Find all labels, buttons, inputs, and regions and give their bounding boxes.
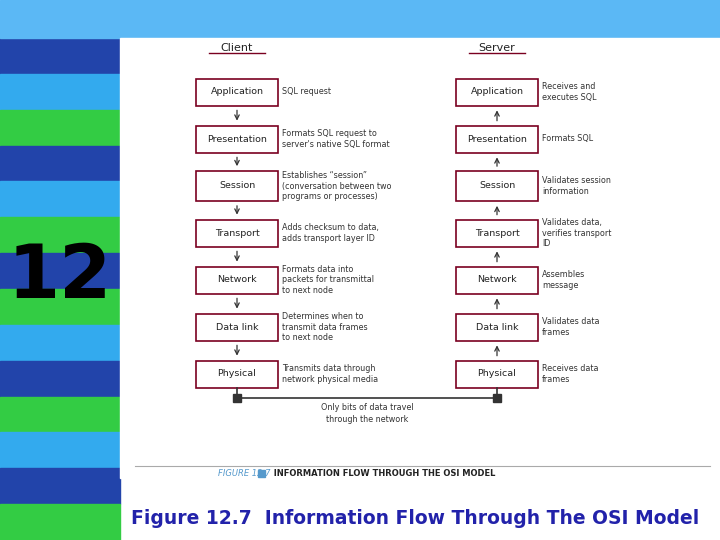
Text: FIGURE 12.7: FIGURE 12.7 [218, 469, 271, 477]
FancyBboxPatch shape [196, 219, 278, 246]
Bar [493, 394, 501, 402]
Bar [0, 181, 120, 217]
Text: SQL request: SQL request [282, 87, 331, 97]
FancyBboxPatch shape [456, 219, 538, 246]
Text: Adds checksum to data,
adds transport layer ID: Adds checksum to data, adds transport la… [282, 223, 379, 243]
FancyBboxPatch shape [456, 78, 538, 105]
Bar [0, 110, 120, 146]
Text: Data link: Data link [216, 322, 258, 332]
Bar [0, 0, 720, 38]
Text: Transport: Transport [215, 228, 259, 238]
Bar [0, 504, 120, 540]
Bar [233, 394, 241, 402]
FancyBboxPatch shape [456, 314, 538, 341]
Text: Figure 12.7  Information Flow Through The OSI Model: Figure 12.7 Information Flow Through The… [131, 509, 699, 528]
Text: Application: Application [470, 87, 523, 97]
FancyBboxPatch shape [196, 361, 278, 388]
FancyBboxPatch shape [456, 171, 538, 201]
Bar [0, 396, 120, 433]
Text: Receives data
frames: Receives data frames [542, 364, 598, 384]
Text: Only bits of data travel
through the network: Only bits of data travel through the net… [320, 403, 413, 423]
FancyBboxPatch shape [196, 171, 278, 201]
Text: Establishes “session”
(conversation between two
programs or processes): Establishes “session” (conversation betw… [282, 171, 392, 201]
Text: Server: Server [479, 43, 516, 53]
Text: Transport: Transport [474, 228, 519, 238]
Text: Validates data
frames: Validates data frames [542, 317, 600, 337]
Text: Assembles
message: Assembles message [542, 270, 585, 290]
Bar [0, 289, 120, 325]
FancyBboxPatch shape [456, 361, 538, 388]
FancyBboxPatch shape [196, 78, 278, 105]
FancyBboxPatch shape [456, 125, 538, 152]
Bar [0, 361, 120, 396]
Text: Network: Network [217, 275, 257, 285]
Text: Presentation: Presentation [207, 134, 267, 144]
FancyBboxPatch shape [196, 125, 278, 152]
Text: INFORMATION FLOW THROUGH THE OSI MODEL: INFORMATION FLOW THROUGH THE OSI MODEL [268, 469, 495, 477]
Bar [0, 325, 120, 361]
Text: Session: Session [219, 181, 255, 191]
Text: Network: Network [477, 275, 517, 285]
Bar [0, 146, 120, 181]
Text: Formats SQL: Formats SQL [542, 134, 593, 144]
Text: Data link: Data link [476, 322, 518, 332]
Text: Determines when to
transmit data frames
to next node: Determines when to transmit data frames … [282, 312, 368, 342]
Bar [0, 38, 120, 74]
Text: Application: Application [210, 87, 264, 97]
FancyBboxPatch shape [196, 314, 278, 341]
Text: Receives and
executes SQL: Receives and executes SQL [542, 82, 596, 102]
Text: Client: Client [221, 43, 253, 53]
Text: Session: Session [479, 181, 515, 191]
Bar [0, 253, 120, 289]
Text: Validates session
information: Validates session information [542, 176, 611, 196]
Text: 12: 12 [8, 241, 112, 314]
Bar [0, 433, 120, 468]
Bar [120, 38, 720, 478]
FancyBboxPatch shape [196, 267, 278, 294]
Bar [0, 468, 120, 504]
FancyBboxPatch shape [456, 267, 538, 294]
Text: Validates data,
verifies transport
ID: Validates data, verifies transport ID [542, 218, 611, 248]
Bar [258, 469, 265, 476]
Text: Physical: Physical [217, 369, 256, 379]
Text: Transmits data through
network physical media: Transmits data through network physical … [282, 364, 378, 384]
Bar [0, 217, 120, 253]
Text: Presentation: Presentation [467, 134, 527, 144]
Bar [0, 74, 120, 110]
Text: Physical: Physical [477, 369, 516, 379]
Text: Formats data into
packets for transmittal
to next node: Formats data into packets for transmitta… [282, 265, 374, 295]
Text: Formats SQL request to
server's native SQL format: Formats SQL request to server's native S… [282, 129, 390, 149]
